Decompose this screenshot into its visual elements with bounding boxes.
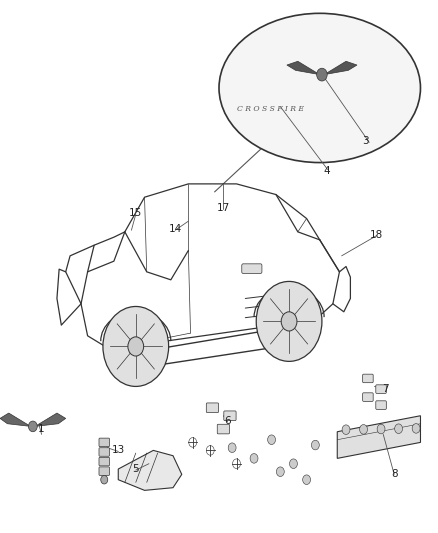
Ellipse shape [219, 13, 420, 163]
Circle shape [412, 424, 420, 433]
Circle shape [250, 454, 258, 463]
FancyBboxPatch shape [376, 385, 386, 393]
FancyBboxPatch shape [376, 401, 386, 409]
Circle shape [276, 467, 284, 477]
Text: 13: 13 [112, 446, 125, 455]
FancyBboxPatch shape [363, 374, 373, 383]
Text: 1: 1 [38, 424, 45, 434]
Polygon shape [324, 61, 357, 75]
Polygon shape [35, 413, 66, 426]
FancyBboxPatch shape [99, 457, 110, 466]
Circle shape [281, 312, 297, 331]
Circle shape [268, 435, 276, 445]
Text: 7: 7 [382, 384, 389, 394]
Polygon shape [118, 450, 182, 490]
Circle shape [303, 475, 311, 484]
Circle shape [101, 475, 108, 484]
Text: 4: 4 [323, 166, 330, 175]
Text: 15: 15 [129, 208, 142, 218]
Circle shape [395, 424, 403, 433]
Circle shape [290, 459, 297, 469]
Circle shape [377, 424, 385, 434]
Circle shape [256, 281, 322, 361]
Text: 17: 17 [217, 203, 230, 213]
FancyBboxPatch shape [217, 424, 230, 434]
Text: 5: 5 [132, 464, 139, 474]
Text: 18: 18 [370, 230, 383, 239]
FancyBboxPatch shape [99, 467, 110, 475]
Circle shape [103, 306, 169, 386]
FancyBboxPatch shape [363, 393, 373, 401]
FancyBboxPatch shape [99, 448, 110, 456]
Polygon shape [0, 413, 31, 426]
Polygon shape [287, 61, 320, 75]
Circle shape [128, 337, 144, 356]
Text: 14: 14 [169, 224, 182, 234]
FancyBboxPatch shape [224, 411, 236, 421]
Text: C R O S S F I R E: C R O S S F I R E [237, 105, 304, 114]
Text: 3: 3 [362, 136, 369, 146]
Circle shape [317, 68, 327, 81]
Circle shape [342, 425, 350, 434]
FancyBboxPatch shape [99, 438, 110, 447]
Circle shape [228, 443, 236, 453]
FancyBboxPatch shape [206, 403, 219, 413]
Circle shape [311, 440, 319, 450]
Text: 6: 6 [224, 416, 231, 426]
FancyBboxPatch shape [242, 264, 262, 273]
Circle shape [28, 421, 37, 432]
Circle shape [360, 425, 367, 434]
Text: 8: 8 [391, 470, 398, 479]
Polygon shape [337, 416, 420, 458]
